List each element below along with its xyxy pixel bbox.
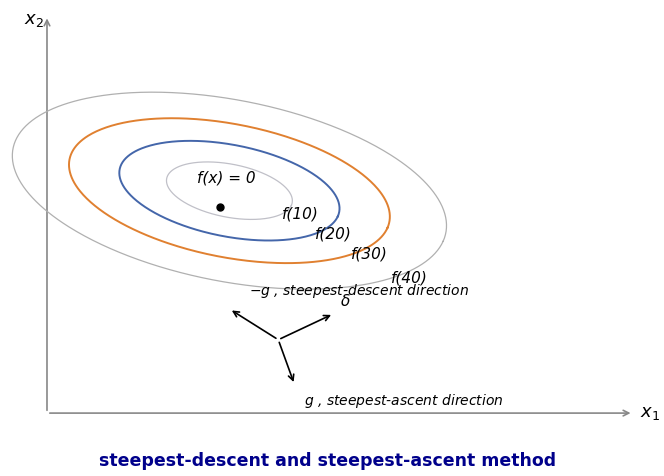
Text: f(20): f(20) <box>315 226 352 241</box>
Text: f(10): f(10) <box>282 207 319 222</box>
Text: steepest-descent and steepest-ascent method: steepest-descent and steepest-ascent met… <box>98 452 556 470</box>
Text: $g$ , steepest-ascent direction: $g$ , steepest-ascent direction <box>304 392 504 410</box>
Text: f(40): f(40) <box>390 271 428 286</box>
Text: $\delta$: $\delta$ <box>340 293 351 309</box>
Text: f(x) = 0: f(x) = 0 <box>197 171 256 186</box>
Text: $x_1$: $x_1$ <box>640 404 660 422</box>
Text: $-g$ , steepest-descent direction: $-g$ , steepest-descent direction <box>249 281 469 299</box>
Text: f(30): f(30) <box>351 247 388 262</box>
Text: $x_2$: $x_2$ <box>24 11 44 29</box>
